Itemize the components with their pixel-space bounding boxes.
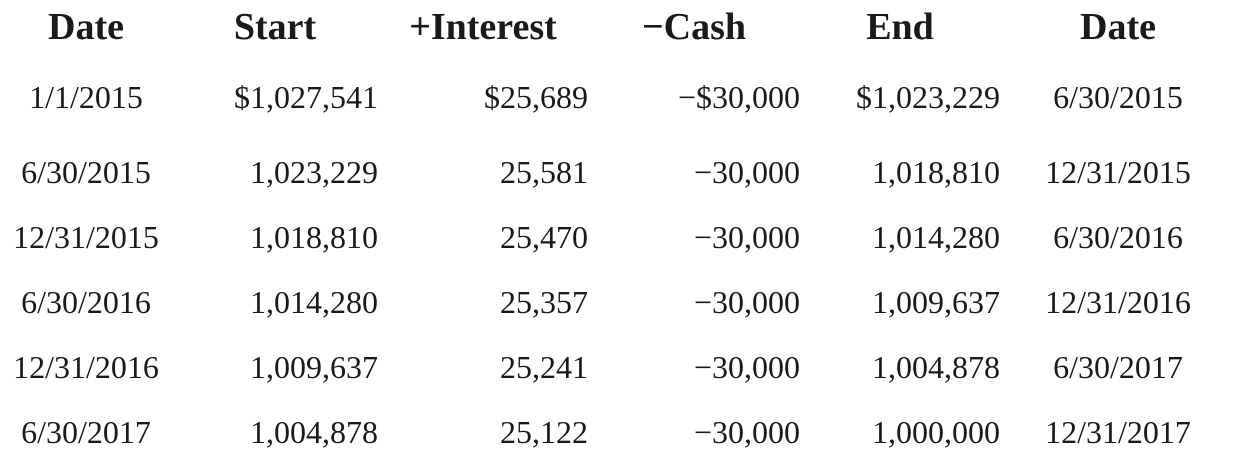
header-row: Date Start +Interest −Cash End Date bbox=[0, 0, 1236, 54]
cell-cash: −30,000 bbox=[693, 349, 800, 385]
cell-end: 1,009,637 bbox=[872, 284, 1000, 320]
cell-start: $1,027,541 bbox=[234, 78, 378, 115]
table-row: 12/31/2015 1,018,810 25,470 −30,000 1,01… bbox=[0, 205, 1236, 270]
cell-start: 1,018,810 bbox=[250, 219, 378, 255]
cell-start: 1,009,637 bbox=[250, 349, 378, 385]
table-header: Date Start +Interest −Cash End Date bbox=[0, 0, 1236, 54]
cell-end: 1,004,878 bbox=[872, 349, 1000, 385]
cell-end: 1,014,280 bbox=[872, 219, 1000, 255]
cell-cash: −$30,000 bbox=[677, 78, 800, 115]
cell-end-date: 6/30/2016 bbox=[1053, 219, 1183, 255]
table-body: 1/1/2015 $1,027,541 $25,689 −$30,000 $1,… bbox=[0, 54, 1236, 465]
cell-start-date: 6/30/2015 bbox=[21, 154, 151, 190]
header-interest: +Interest bbox=[409, 6, 557, 48]
table-row: 6/30/2015 1,023,229 25,581 −30,000 1,018… bbox=[0, 140, 1236, 205]
cell-cash: −30,000 bbox=[693, 414, 800, 450]
cell-start: 1,023,229 bbox=[250, 154, 378, 190]
header-end-date: Date bbox=[1080, 6, 1156, 48]
table-row: 6/30/2016 1,014,280 25,357 −30,000 1,009… bbox=[0, 270, 1236, 335]
cell-end: 1,018,810 bbox=[872, 154, 1000, 190]
cell-end: 1,000,000 bbox=[872, 414, 1000, 450]
cell-end-date: 6/30/2015 bbox=[1053, 78, 1183, 115]
cell-start-date: 6/30/2017 bbox=[21, 414, 151, 450]
header-end: End bbox=[866, 6, 934, 48]
cell-end-date: 6/30/2017 bbox=[1053, 349, 1183, 385]
cell-start-date: 6/30/2016 bbox=[21, 284, 151, 320]
cell-cash: −30,000 bbox=[693, 284, 800, 320]
cell-end-date: 12/31/2017 bbox=[1045, 414, 1191, 450]
header-start-date: Date bbox=[48, 6, 124, 48]
cell-cash: −30,000 bbox=[693, 219, 800, 255]
cell-end-date: 12/31/2015 bbox=[1045, 154, 1191, 190]
table-row: 6/30/2017 1,004,878 25,122 −30,000 1,000… bbox=[0, 400, 1236, 465]
header-cash: −Cash bbox=[641, 6, 747, 48]
cell-start-date: 1/1/2015 bbox=[29, 78, 143, 115]
cell-start-date: 12/31/2015 bbox=[13, 219, 159, 255]
cell-start: 1,004,878 bbox=[250, 414, 378, 450]
cell-interest: $25,689 bbox=[484, 78, 588, 115]
cell-end: $1,023,229 bbox=[856, 78, 1000, 115]
cell-start: 1,014,280 bbox=[250, 284, 378, 320]
table-row: 1/1/2015 $1,027,541 $25,689 −$30,000 $1,… bbox=[0, 54, 1236, 140]
cell-interest: 25,470 bbox=[500, 219, 588, 255]
cell-interest: 25,122 bbox=[500, 414, 588, 450]
cell-start-date: 12/31/2016 bbox=[13, 349, 159, 385]
cell-end-date: 12/31/2016 bbox=[1045, 284, 1191, 320]
header-start: Start bbox=[233, 6, 317, 48]
cell-interest: 25,581 bbox=[500, 154, 588, 190]
cell-interest: 25,241 bbox=[500, 349, 588, 385]
cell-cash: −30,000 bbox=[693, 154, 800, 190]
table-row: 12/31/2016 1,009,637 25,241 −30,000 1,00… bbox=[0, 335, 1236, 400]
cell-interest: 25,357 bbox=[500, 284, 588, 320]
